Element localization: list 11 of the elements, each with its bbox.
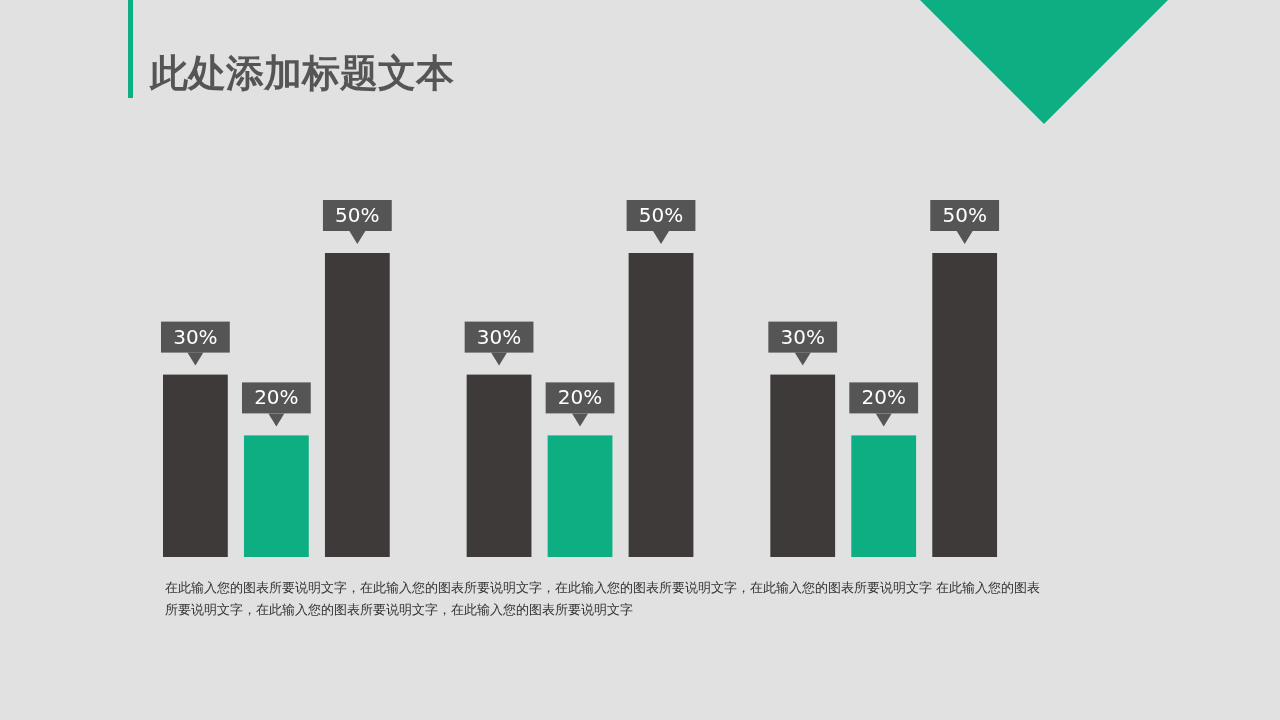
text: 在此输入您的图表所要说明文字，在此输入您的图表所要说明文字，在此输入您的图表所要说明文字，在此输入您的图表所要说明文字 在此输入您的图表所要说明文字，在此输入您的图表所要说明文字，在此输入您的图表所要说明文字: [165, 579, 1042, 619]
data-label: 50%: [335, 203, 380, 227]
data-label: 20%: [254, 385, 299, 410]
data-label: 30%: [476, 324, 522, 349]
data-label: 30%: [780, 324, 825, 349]
chart-title: 此处添加标题文本: [150, 50, 454, 97]
data-label: 30%: [173, 324, 218, 349]
data-label: 50%: [638, 203, 684, 227]
data-label: 20%: [861, 385, 906, 410]
data-label: 20%: [557, 385, 603, 410]
data-label: 50%: [942, 203, 987, 227]
